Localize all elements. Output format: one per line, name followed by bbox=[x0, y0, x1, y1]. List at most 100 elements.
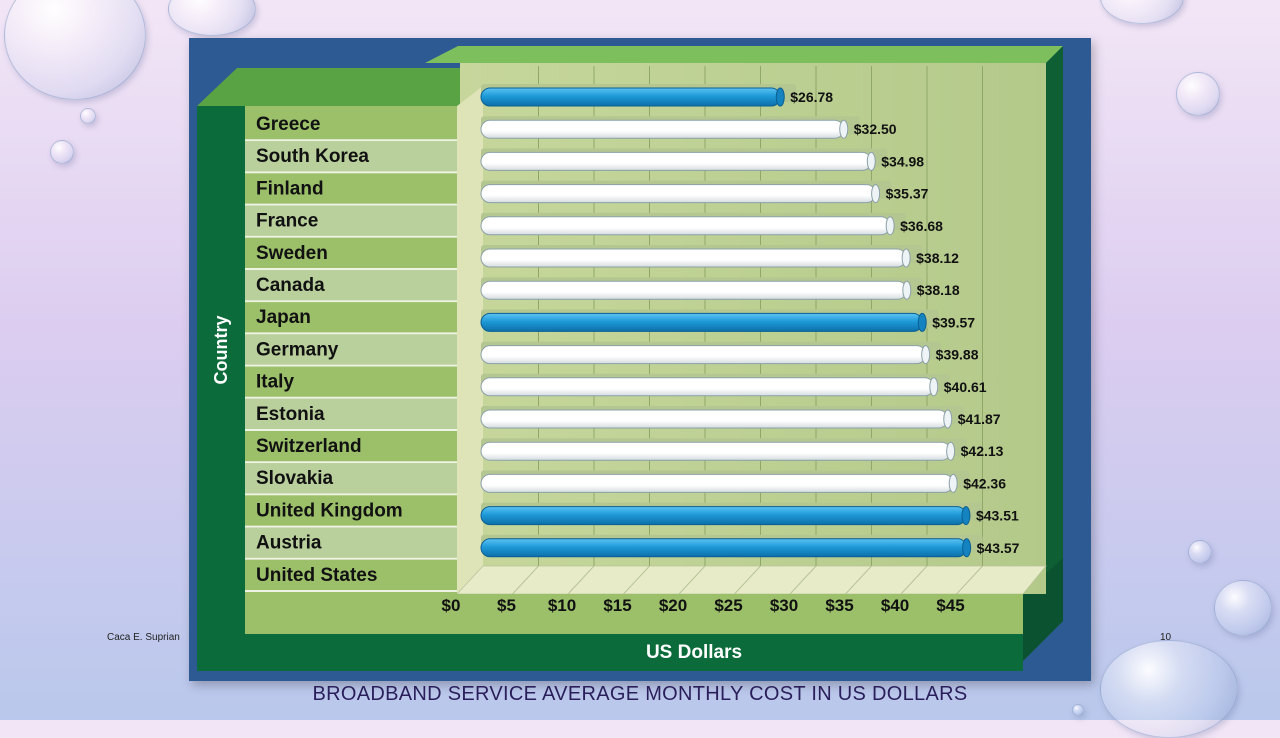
x-axis-label: US Dollars bbox=[646, 642, 742, 663]
category-label: Finland bbox=[256, 178, 324, 199]
bar-end-cap bbox=[885, 216, 895, 236]
bar bbox=[480, 345, 927, 365]
category-row bbox=[245, 237, 457, 268]
category-label: Austria bbox=[256, 533, 322, 554]
x-tick-label: $40 bbox=[881, 596, 909, 615]
bar-value-label: $40.61 bbox=[944, 379, 987, 395]
category-label: Sweden bbox=[256, 243, 328, 264]
chart-top-face bbox=[197, 68, 465, 106]
bar-value-label: $35.37 bbox=[886, 186, 929, 202]
category-row bbox=[245, 270, 457, 301]
category-label: United Kingdom bbox=[256, 500, 403, 521]
category-row bbox=[245, 141, 457, 172]
bar-end-cap bbox=[871, 184, 881, 204]
bar bbox=[480, 312, 923, 332]
category-row bbox=[245, 334, 457, 365]
category-row bbox=[245, 398, 457, 429]
bar bbox=[480, 280, 908, 300]
value-labels: $26.78 $32.50 $34.98 $35.37 $36.68 $38.12 $38.… bbox=[790, 89, 1019, 556]
decorative-bubble bbox=[4, 0, 146, 100]
decorative-bubble bbox=[80, 108, 96, 124]
floor-gridline bbox=[678, 565, 706, 595]
floor-gridline bbox=[789, 565, 817, 595]
category-label: Switzerland bbox=[256, 436, 362, 457]
plot-left-wall bbox=[457, 86, 483, 594]
category-row bbox=[245, 431, 457, 462]
category-row bbox=[245, 205, 457, 236]
bar bbox=[480, 248, 907, 268]
category-label: Germany bbox=[256, 339, 339, 360]
decorative-bubble bbox=[168, 0, 256, 36]
floor-gridline bbox=[512, 565, 539, 595]
bar bbox=[480, 119, 845, 139]
bar-value-label: $36.68 bbox=[900, 218, 943, 234]
bar bbox=[480, 538, 968, 558]
bar-value-label: $39.88 bbox=[936, 347, 979, 363]
bar-end-cap bbox=[929, 377, 939, 397]
bar bbox=[480, 473, 954, 493]
x-tick-label: $25 bbox=[714, 596, 742, 615]
category-label: Japan bbox=[256, 307, 311, 328]
slide-title: BROADBAND SERVICE AVERAGE MONTHLY COST I… bbox=[312, 683, 968, 705]
bar-end-cap bbox=[943, 409, 953, 429]
bar-chart: Greece South Korea Finland France Sweden Cana… bbox=[197, 46, 1063, 671]
x-tick-label: $20 bbox=[659, 596, 687, 615]
bar-value-label: $43.51 bbox=[976, 508, 1019, 524]
x-tick-label: $35 bbox=[825, 596, 853, 615]
bar bbox=[480, 216, 891, 236]
decorative-bubble bbox=[1188, 540, 1212, 564]
bar-end-cap bbox=[961, 506, 971, 526]
x-tick-label: $10 bbox=[548, 596, 576, 615]
bar-value-label: $38.18 bbox=[917, 282, 960, 298]
x-axis-panel bbox=[245, 594, 1023, 634]
bar-end-cap bbox=[901, 248, 911, 268]
page-number: 10 bbox=[1160, 632, 1172, 643]
chart-top-rim bbox=[425, 46, 1063, 63]
chart-bottom-rim bbox=[1023, 558, 1063, 661]
x-tick-label: $5 bbox=[497, 596, 516, 615]
decorative-bubble bbox=[1100, 0, 1184, 24]
category-row bbox=[245, 109, 457, 140]
bar-end-cap bbox=[839, 119, 849, 139]
decorative-bubble bbox=[1176, 72, 1220, 116]
bars bbox=[480, 84, 983, 558]
x-axis-ticks: $0 $5 $10 $15 $20 $25 $30 $35 $40 $45 bbox=[442, 596, 965, 615]
bar bbox=[480, 409, 949, 429]
category-label: Canada bbox=[256, 275, 325, 296]
category-label: Estonia bbox=[256, 404, 325, 425]
bar-value-label: $26.78 bbox=[790, 89, 833, 105]
category-row bbox=[245, 495, 457, 526]
bar-value-label: $34.98 bbox=[881, 153, 924, 169]
category-row bbox=[245, 302, 457, 333]
bar bbox=[480, 151, 872, 171]
category-label: United States bbox=[256, 565, 377, 586]
decorative-bubble bbox=[1072, 704, 1084, 716]
bar-value-label: $42.36 bbox=[963, 475, 1006, 491]
bar-end-cap bbox=[921, 345, 931, 365]
footer-author: Caca E. Suprian bbox=[107, 632, 180, 643]
category-row bbox=[245, 463, 457, 494]
bar-end-cap bbox=[917, 312, 927, 332]
bar-end-cap bbox=[962, 538, 972, 558]
bar-value-label: $42.13 bbox=[961, 443, 1004, 459]
x-tick-label: $45 bbox=[936, 596, 964, 615]
bar-end-cap bbox=[946, 441, 956, 461]
bar bbox=[480, 377, 935, 397]
floor-gridline bbox=[900, 565, 928, 595]
bar-end-cap bbox=[948, 473, 958, 493]
bar bbox=[480, 506, 967, 526]
bar-value-label: $43.57 bbox=[977, 540, 1020, 556]
category-rows: Greece South Korea Finland France Sweden Cana… bbox=[245, 109, 457, 592]
bar bbox=[480, 184, 877, 204]
category-label: France bbox=[256, 211, 318, 232]
bar-end-cap bbox=[775, 87, 785, 107]
x-tick-label: $0 bbox=[442, 596, 461, 615]
category-row bbox=[245, 366, 457, 397]
x-tick-label: $15 bbox=[603, 596, 631, 615]
bar-value-label: $39.57 bbox=[932, 314, 975, 330]
decorative-bubble bbox=[1214, 580, 1272, 636]
floor-gridline bbox=[956, 565, 983, 595]
category-row bbox=[245, 527, 457, 558]
floor-gridline bbox=[623, 565, 650, 595]
category-label: South Korea bbox=[256, 146, 369, 167]
